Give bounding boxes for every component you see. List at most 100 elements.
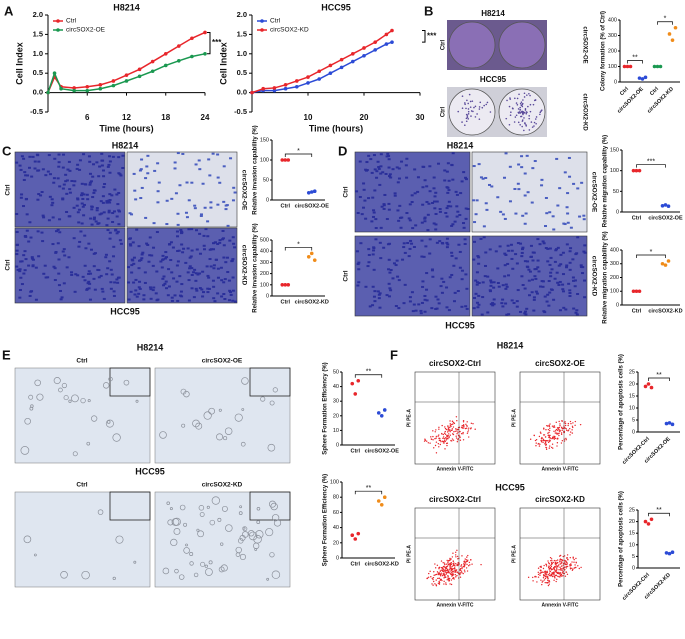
cell bbox=[382, 246, 386, 249]
event bbox=[447, 428, 450, 430]
cell bbox=[581, 272, 585, 275]
cell bbox=[508, 200, 512, 203]
sphere bbox=[86, 441, 91, 446]
cell bbox=[61, 166, 65, 169]
cell bbox=[81, 275, 85, 278]
sphere bbox=[34, 379, 41, 387]
event bbox=[547, 584, 550, 587]
point bbox=[625, 64, 630, 69]
event bbox=[440, 572, 442, 574]
event bbox=[474, 428, 476, 430]
event bbox=[558, 573, 561, 575]
event bbox=[438, 426, 440, 429]
cell bbox=[388, 173, 392, 176]
cell bbox=[187, 279, 191, 282]
point bbox=[658, 64, 663, 69]
colony bbox=[523, 129, 525, 132]
cell bbox=[483, 275, 487, 278]
cell bbox=[51, 216, 55, 219]
cell bbox=[94, 220, 98, 223]
cell bbox=[387, 154, 391, 157]
cell bbox=[544, 247, 548, 250]
cell bbox=[486, 311, 490, 314]
sphere bbox=[58, 387, 63, 393]
event bbox=[448, 436, 450, 439]
colony bbox=[533, 125, 535, 127]
cell bbox=[520, 248, 524, 251]
colony bbox=[465, 117, 468, 120]
event bbox=[449, 420, 451, 422]
event bbox=[543, 434, 546, 436]
legend-marker bbox=[260, 19, 264, 23]
cell bbox=[393, 192, 397, 195]
image-label: circSOX2-OE bbox=[535, 359, 585, 368]
event bbox=[553, 425, 555, 427]
cell bbox=[169, 241, 173, 244]
cell bbox=[23, 250, 27, 253]
cell bbox=[372, 211, 376, 214]
cell bbox=[489, 284, 493, 287]
cell bbox=[87, 242, 91, 245]
event bbox=[571, 567, 573, 569]
y-axis-label: Cell Index bbox=[14, 42, 24, 85]
cell bbox=[514, 253, 518, 256]
cell bbox=[128, 243, 132, 246]
cell bbox=[377, 167, 381, 170]
cell bbox=[402, 246, 406, 249]
cell bbox=[438, 210, 442, 213]
event bbox=[465, 423, 467, 426]
x-tick-label: circSOX2-KD bbox=[648, 308, 682, 314]
cell bbox=[565, 264, 569, 267]
x-tick-label: circSOX2-OE bbox=[365, 448, 400, 454]
cell bbox=[547, 280, 551, 283]
cell bbox=[16, 268, 20, 271]
cell bbox=[108, 193, 112, 196]
point bbox=[667, 421, 672, 425]
cell bbox=[134, 278, 138, 281]
cell bbox=[189, 255, 193, 258]
event bbox=[459, 568, 462, 570]
event bbox=[561, 568, 563, 570]
cell bbox=[582, 250, 586, 253]
event bbox=[441, 432, 443, 435]
cell bbox=[422, 255, 426, 258]
point bbox=[317, 69, 322, 74]
cell bbox=[410, 194, 414, 197]
x-tick-label: Ctrl bbox=[632, 215, 642, 221]
cell bbox=[18, 268, 22, 271]
cell bbox=[89, 217, 93, 220]
cell bbox=[504, 283, 508, 286]
y-tick-label: 100 bbox=[610, 168, 619, 174]
colony bbox=[524, 122, 526, 125]
event bbox=[570, 422, 572, 425]
event bbox=[437, 435, 439, 437]
cell bbox=[33, 160, 37, 163]
event bbox=[551, 572, 553, 574]
event bbox=[556, 427, 559, 429]
cell bbox=[440, 241, 444, 244]
sphere bbox=[269, 400, 275, 406]
cell bbox=[557, 264, 561, 267]
cell bbox=[421, 186, 425, 189]
event bbox=[469, 564, 471, 566]
event bbox=[452, 421, 455, 424]
event bbox=[452, 433, 454, 435]
event bbox=[575, 562, 577, 564]
cell bbox=[569, 226, 573, 229]
image-label: HCC95 bbox=[495, 482, 525, 492]
point bbox=[631, 289, 636, 294]
y-tick-label: 400 bbox=[260, 249, 269, 255]
sphere bbox=[106, 420, 111, 424]
cell bbox=[419, 312, 423, 315]
cell bbox=[525, 307, 529, 310]
y-tick-label: -0.5 bbox=[234, 107, 247, 116]
point bbox=[98, 86, 103, 91]
event bbox=[423, 440, 426, 442]
event bbox=[548, 568, 550, 570]
cell bbox=[175, 230, 179, 233]
sphere bbox=[189, 552, 194, 556]
event bbox=[545, 575, 547, 577]
point bbox=[351, 59, 355, 64]
y-tick-label: 25 bbox=[629, 369, 635, 375]
